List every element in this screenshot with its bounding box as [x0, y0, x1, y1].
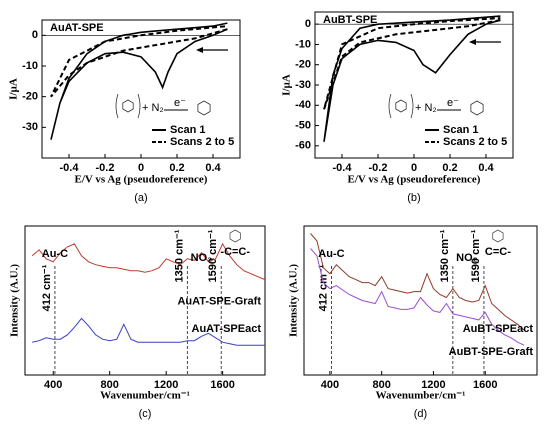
x-tick-label: 0.4 [478, 162, 494, 174]
y-tick-label: -60 [295, 140, 311, 152]
annotation: NO₂ [456, 252, 478, 264]
y-tick-label: 0 [305, 18, 311, 30]
arrow-head [196, 47, 203, 53]
plot-frame [303, 225, 538, 376]
cv-curve [50, 22, 228, 140]
y-axis-label: Intensity (A.U.) [9, 264, 21, 337]
y-tick-label: -30 [22, 121, 38, 133]
x-tick-label: 0 [138, 162, 144, 174]
y-tick-label: -40 [295, 99, 311, 111]
y-tick-label: -10 [295, 38, 311, 50]
y-tick-label: -20 [295, 59, 311, 71]
arrow-head [469, 39, 476, 45]
bracket [388, 93, 414, 119]
marker-label: 1350 cm⁻¹ [173, 229, 185, 282]
x-axis-label: E/V vs Ag (pseudoreference) [348, 174, 481, 186]
x-tick-label: 0.4 [205, 162, 221, 174]
series-label: AuBT-SPEact [463, 323, 534, 335]
x-tick-label: 1200 [154, 379, 178, 391]
x-tick-label: -0.4 [60, 162, 80, 174]
annotation: + N₂ [415, 102, 437, 114]
annotation: NO₂ [191, 252, 213, 264]
series-label: AuAT-SPEact [192, 323, 262, 335]
x-tick-label: 800 [101, 379, 119, 391]
x-axis-label: Wavenumber/cm⁻¹ [100, 390, 190, 402]
x-tick-label: -0.4 [333, 162, 353, 174]
panel-label: (d) [414, 408, 427, 420]
legend-label: Scans 2 to 5 [443, 136, 507, 148]
panel-title: AuBT-SPE [323, 14, 377, 26]
x-tick-label: 1600 [473, 379, 497, 391]
panel-label: (a) [134, 192, 147, 204]
ring-icon [492, 229, 504, 243]
spectrum [310, 248, 525, 346]
y-axis-label: I/µA [8, 78, 20, 100]
legend-label: Scans 2 to 5 [170, 136, 234, 148]
spectrum [31, 242, 266, 281]
series-label: AuAT-SPE-Graft [177, 296, 261, 308]
legend-label: Scan 1 [443, 124, 478, 136]
x-tick-label: -0.2 [96, 162, 115, 174]
annotation: Au-C [42, 248, 68, 260]
marker-label: 412 cm⁻¹ [41, 264, 53, 311]
x-tick-label: 800 [372, 379, 390, 391]
annotation: C=C- [485, 246, 511, 258]
annotation: -C=C- [220, 246, 250, 258]
marker-label: 412 cm⁻¹ [317, 264, 329, 311]
x-tick-label: 0.2 [169, 162, 184, 174]
y-axis-label: Intensity (A.U.) [288, 264, 300, 337]
bracket [115, 93, 141, 119]
cv-curve [323, 15, 501, 142]
ring-icon [229, 229, 241, 243]
ring-icon [122, 99, 134, 113]
y-tick-label: 0 [32, 29, 38, 41]
x-axis-label: Wavenumber/cm⁻¹ [376, 390, 466, 402]
spectrum [310, 233, 525, 331]
annotation: Au-C [318, 248, 344, 260]
x-tick-label: -0.2 [369, 162, 388, 174]
panel-label: (c) [139, 408, 152, 420]
spectrum [31, 317, 265, 346]
plot-frame [24, 225, 266, 376]
marker-label: 1350 cm⁻¹ [439, 229, 451, 282]
cv-curve [50, 25, 228, 98]
y-tick-label: -10 [22, 60, 38, 72]
x-tick-label: 400 [44, 379, 62, 391]
ring-icon [395, 99, 407, 113]
panel-title: AuAT-SPE [50, 22, 104, 34]
x-tick-label: 400 [321, 379, 339, 391]
ring-icon [470, 100, 484, 116]
x-tick-label: 0.2 [442, 162, 457, 174]
y-tick-label: -50 [295, 119, 311, 131]
x-tick-label: 0 [411, 162, 417, 174]
cv-curve [323, 17, 501, 110]
x-tick-label: 1200 [421, 379, 445, 391]
legend-label: Scan 1 [170, 124, 205, 136]
series-label: AuBT-SPE-Graft [449, 346, 534, 358]
x-tick-label: 1600 [210, 379, 234, 391]
annotation: e⁻ [174, 97, 186, 109]
x-axis-label: E/V vs Ag (pseudoreference) [75, 174, 208, 186]
ring-icon [197, 100, 211, 116]
y-tick-label: -30 [295, 79, 311, 91]
annotation: + N₂ [142, 102, 164, 114]
marker-label: 1590 cm⁻¹ [470, 229, 482, 282]
annotation: e⁻ [447, 97, 459, 109]
y-tick-label: -20 [22, 91, 38, 103]
marker-label: 1590 cm⁻¹ [207, 229, 219, 282]
panel-label: (b) [407, 192, 420, 204]
y-axis-label: I/µA [281, 74, 293, 96]
